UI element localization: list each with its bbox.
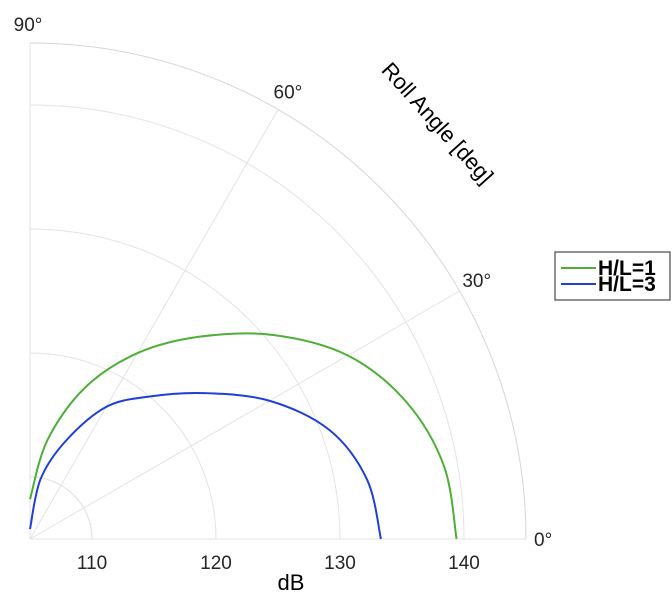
angular-tick-label-30: 30°	[462, 271, 491, 292]
grid-lines	[29, 42, 527, 540]
grid-arc-140	[29, 104, 465, 540]
radial-axis-title: dB	[278, 570, 305, 595]
radial-tick-label-140: 140	[448, 553, 480, 574]
series-line-h-l-1	[29, 332, 458, 540]
angular-tick-label-60: 60°	[274, 82, 303, 103]
grid-spoke-30	[29, 290, 460, 540]
grid-arc-130	[29, 228, 341, 540]
radial-tick-label-130: 130	[324, 553, 356, 574]
grid-outer-arc	[29, 42, 527, 540]
legend-label-h-l-3: H/L=3	[598, 273, 656, 296]
tick-labels: 110 120 130 140 0° 30° 60° 90°	[14, 15, 553, 574]
radial-tick-label-110: 110	[77, 553, 107, 574]
angular-tick-label-0: 0°	[534, 530, 552, 551]
series-line-h-l-3	[29, 391, 382, 540]
legend-label-h-l-1: H/L=1	[598, 257, 656, 280]
angular-tick-label-90: 90°	[14, 15, 43, 36]
legend: H/L=1 H/L=3	[554, 251, 671, 301]
grid-arc-120	[29, 352, 217, 540]
radial-tick-label-120: 120	[200, 553, 232, 574]
legend-box	[554, 251, 671, 301]
series-lines	[29, 332, 458, 540]
grid-spoke-60	[29, 109, 279, 540]
angular-axis-title: Roll Angle [deg]	[377, 57, 499, 188]
